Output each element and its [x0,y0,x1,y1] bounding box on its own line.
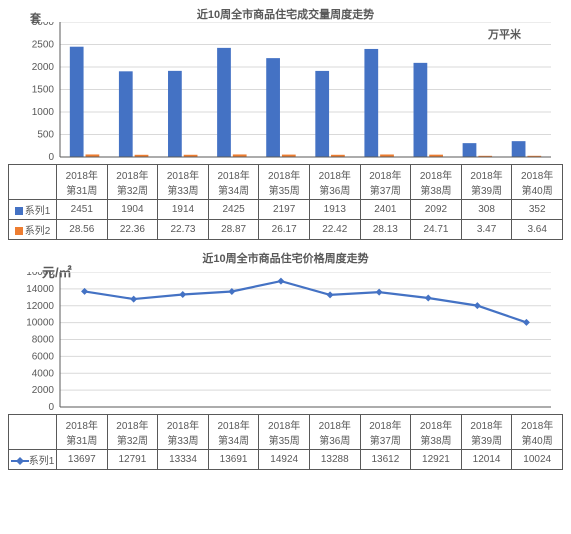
chart2-series1-value: 13697 [57,450,108,470]
chart2-series1-label: 系列1 [9,450,57,470]
chart2-col-header: 2018年第38周 [411,415,462,450]
chart1-series1-value: 2092 [411,200,462,220]
chart1-col-header: 2018年第31周 [57,165,108,200]
chart1-series1-value: 1904 [107,200,158,220]
line-swatch-icon [11,457,29,465]
svg-text:6000: 6000 [32,351,55,362]
chart1-col-header: 2018年第39周 [461,165,512,200]
svg-text:12000: 12000 [26,301,54,312]
chart1-col-header: 2018年第36周 [309,165,360,200]
chart1-series1-value: 2451 [57,200,108,220]
chart2-col-header: 2018年第39周 [461,415,512,450]
chart2-data-table: 2018年第31周2018年第32周2018年第33周2018年第34周2018… [8,414,563,470]
chart1-data-table: 2018年第31周2018年第32周2018年第33周2018年第34周2018… [8,164,563,240]
chart1-series1-value: 1913 [309,200,360,220]
chart1-col-header: 2018年第34周 [208,165,259,200]
chart2-col-header: 2018年第31周 [57,415,108,450]
svg-text:16000: 16000 [26,272,54,278]
chart1-series2-value: 26.17 [259,220,310,240]
chart2-series1-value: 10024 [512,450,563,470]
chart2-series1-value: 14924 [259,450,310,470]
chart1-series2-value: 22.73 [158,220,209,240]
chart1-series1-value: 1914 [158,200,209,220]
chart1-col-header: 2018年第32周 [107,165,158,200]
svg-text:2500: 2500 [32,40,55,51]
chart2-plot-area: 0 2000 4000 6000 8000 10000 12000 14000 16000 [8,272,563,414]
volume-chart-panel: 近10周全市商品住宅成交量周度走势 套 万平米 0500100015002000… [0,0,571,240]
svg-text:0: 0 [48,152,54,161]
chart1-plot-area: 0 500 1000 1500 2000 2500 3000 [8,22,563,164]
chart2-series1-value: 12791 [107,450,158,470]
chart1-series2-value: 28.56 [57,220,108,240]
chart2-col-header: 2018年第35周 [259,415,310,450]
chart2-series1-value: 13612 [360,450,411,470]
chart1-series1-value: 2425 [208,200,259,220]
chart2-col-header: 2018年第34周 [208,415,259,450]
chart1-series2-value: 28.13 [360,220,411,240]
svg-text:10000: 10000 [26,318,54,329]
chart1-col-header: 2018年第38周 [411,165,462,200]
bar-swatch-icon [15,227,23,235]
chart2-col-header: 2018年第33周 [158,415,209,450]
chart2-series1-value: 13691 [208,450,259,470]
chart1-series2-value: 3.64 [512,220,563,240]
svg-text:1000: 1000 [32,107,55,118]
chart2-series1-value: 13288 [309,450,360,470]
svg-text:8000: 8000 [32,335,55,346]
svg-text:3000: 3000 [32,22,55,28]
svg-text:1500: 1500 [32,85,55,96]
chart1-series2-value: 3.47 [461,220,512,240]
chart2-series1-value: 13334 [158,450,209,470]
chart1-series2-label: 系列2 [9,220,57,240]
chart2-col-header: 2018年第36周 [309,415,360,450]
svg-text:2000: 2000 [32,385,55,396]
chart1-series1-value: 2197 [259,200,310,220]
chart2-series1-value: 12014 [461,450,512,470]
chart1-col-header: 2018年第35周 [259,165,310,200]
chart2-series1-value: 12921 [411,450,462,470]
chart1-series2-value: 24.71 [411,220,462,240]
price-chart-panel: 近10周全市商品住宅价格周度走势 元/㎡ 0200040006000800010… [0,240,571,470]
chart1-col-header: 2018年第33周 [158,165,209,200]
chart2-col-header: 2018年第40周 [512,415,563,450]
chart1-series1-value: 352 [512,200,563,220]
chart1-series2-value: 22.36 [107,220,158,240]
chart1-series1-label: 系列1 [9,200,57,220]
svg-text:2000: 2000 [32,62,55,73]
chart1-title: 近10周全市商品住宅成交量周度走势 [8,6,563,22]
chart1-col-header: 2018年第37周 [360,165,411,200]
chart1-series2-value: 22.42 [309,220,360,240]
svg-text:14000: 14000 [26,284,54,295]
chart1-series1-value: 308 [461,200,512,220]
svg-text:500: 500 [37,130,54,141]
chart2-title: 近10周全市商品住宅价格周度走势 [8,250,563,266]
bar-swatch-icon [15,207,23,215]
chart1-series1-value: 2401 [360,200,411,220]
chart1-col-header: 2018年第40周 [512,165,563,200]
chart1-series2-value: 28.87 [208,220,259,240]
chart2-col-header: 2018年第37周 [360,415,411,450]
svg-text:0: 0 [48,402,54,411]
svg-text:4000: 4000 [32,368,55,379]
chart2-col-header: 2018年第32周 [107,415,158,450]
